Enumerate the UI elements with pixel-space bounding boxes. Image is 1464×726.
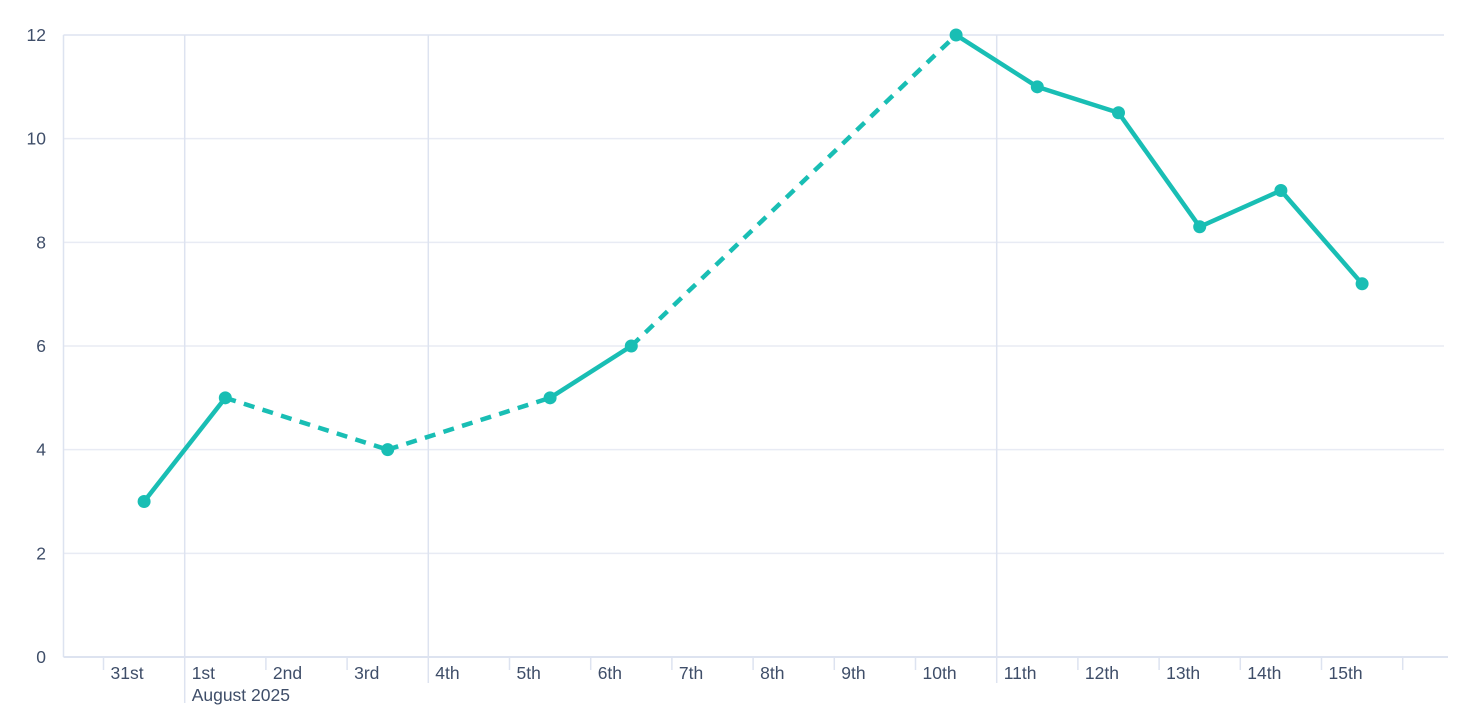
y-tick-label-2: 2: [36, 543, 46, 563]
x-tick-label-1st: 1st: [192, 663, 215, 683]
line-segment-solid-31st-to-1st: [142, 396, 228, 503]
x-tick-label-5th: 5th: [517, 663, 541, 683]
x-tick-label-11th: 11th: [1004, 663, 1037, 683]
line-segment-dashed-6th-to-10th: [629, 33, 958, 348]
x-tick-label-3rd: 3rd: [354, 663, 379, 683]
y-tick-label-12: 12: [27, 25, 46, 45]
line-segment-solid-5th-to-6th: [548, 344, 633, 400]
x-tick-label-12th: 12th: [1085, 663, 1119, 683]
data-point-13th[interactable]: [1193, 220, 1207, 234]
x-tick-label-9th: 9th: [841, 663, 865, 683]
x-tick-label-4th: 4th: [435, 663, 459, 683]
y-tick-label-4: 4: [36, 440, 46, 460]
x-tick-label-6th: 6th: [598, 663, 622, 683]
data-point-15th[interactable]: [1355, 277, 1369, 291]
line-segment-solid-10th-to-11th: [954, 33, 1039, 89]
data-point-3rd[interactable]: [381, 443, 395, 457]
y-tick-label-10: 10: [27, 129, 47, 149]
x-tick-label-13th: 13th: [1166, 663, 1200, 683]
x-tick-label-10th: 10th: [923, 663, 957, 683]
line-segment-solid-14th-to-15th: [1279, 189, 1364, 286]
data-point-14th[interactable]: [1274, 184, 1288, 197]
y-tick-label-6: 6: [36, 336, 46, 356]
line-segment-solid-12th-to-13th: [1116, 111, 1202, 229]
data-point-1st[interactable]: [218, 391, 232, 405]
line-segment-solid-11th-to-12th: [1036, 84, 1120, 115]
data-point-31st[interactable]: [137, 495, 151, 508]
x-tick-label-14th: 14th: [1247, 663, 1281, 683]
data-point-10th[interactable]: [949, 28, 963, 42]
x-tick-label-7th: 7th: [679, 663, 703, 683]
line-segment-dashed-3rd-to-5th: [387, 395, 551, 452]
x-tick-label-31st: 31st: [111, 663, 144, 683]
data-point-6th[interactable]: [624, 339, 638, 353]
data-point-12th[interactable]: [1112, 106, 1125, 120]
y-tick-label-0: 0: [36, 647, 46, 667]
x-tick-label-8th: 8th: [760, 663, 784, 683]
x-axis-secondary-label: August 2025: [192, 685, 290, 705]
line-segment-dashed-1st-to-3rd: [224, 395, 389, 452]
data-point-5th[interactable]: [543, 391, 557, 405]
line-segment-solid-13th-to-14th: [1198, 188, 1282, 229]
y-tick-label-8: 8: [36, 232, 46, 252]
data-point-11th[interactable]: [1030, 80, 1044, 94]
x-tick-label-15th: 15th: [1329, 663, 1363, 683]
x-tick-label-2nd: 2nd: [273, 663, 302, 683]
